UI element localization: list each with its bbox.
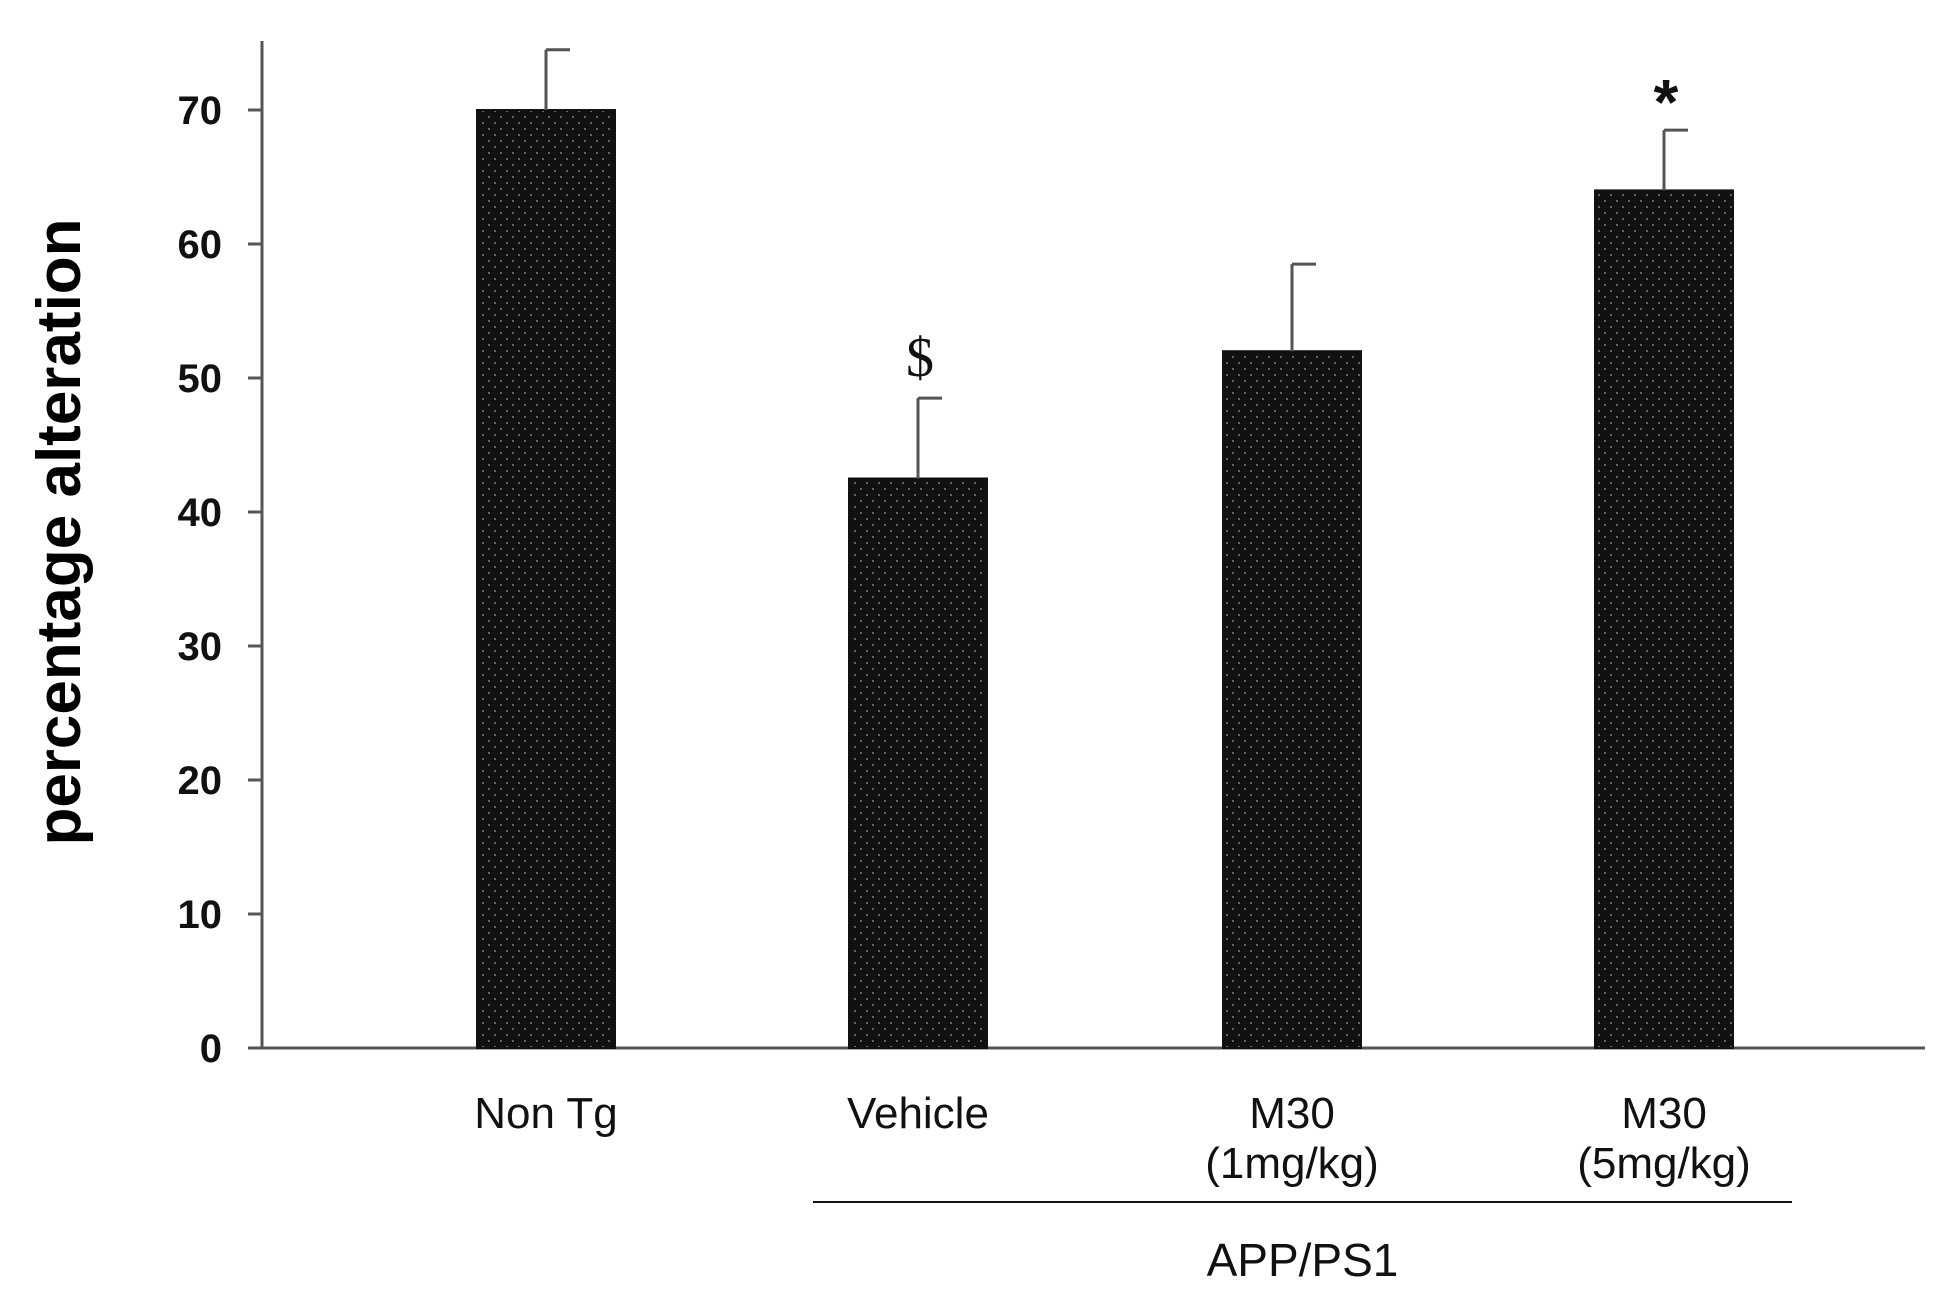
x-tick-label: Non Tg	[474, 1089, 618, 1138]
y-tick-label: 20	[178, 759, 223, 803]
group-label: APP/PS1	[1207, 1234, 1399, 1286]
y-axis-label: percentage alteration	[25, 218, 94, 845]
x-tick-label: M30	[1621, 1089, 1707, 1138]
y-tick-label: 0	[200, 1027, 222, 1071]
y-tick-label: 30	[178, 625, 223, 669]
y-tick-label: 70	[178, 89, 223, 133]
significance-marker: $	[906, 327, 934, 389]
bar-2	[1222, 350, 1362, 1049]
y-tick-label: 50	[178, 357, 223, 401]
y-tick-label: 40	[178, 491, 223, 535]
significance-marker: *	[1654, 66, 1679, 138]
y-tick-label: 10	[178, 893, 223, 937]
x-tick-label: M30	[1249, 1089, 1335, 1138]
y-tick-label: 60	[178, 223, 223, 267]
bar-1	[848, 477, 988, 1049]
bar-3	[1594, 189, 1734, 1049]
x-tick-label: (5mg/kg)	[1577, 1139, 1751, 1188]
x-tick-label: (1mg/kg)	[1205, 1139, 1379, 1188]
bar-0	[476, 109, 616, 1049]
x-tick-label: Vehicle	[847, 1089, 989, 1138]
